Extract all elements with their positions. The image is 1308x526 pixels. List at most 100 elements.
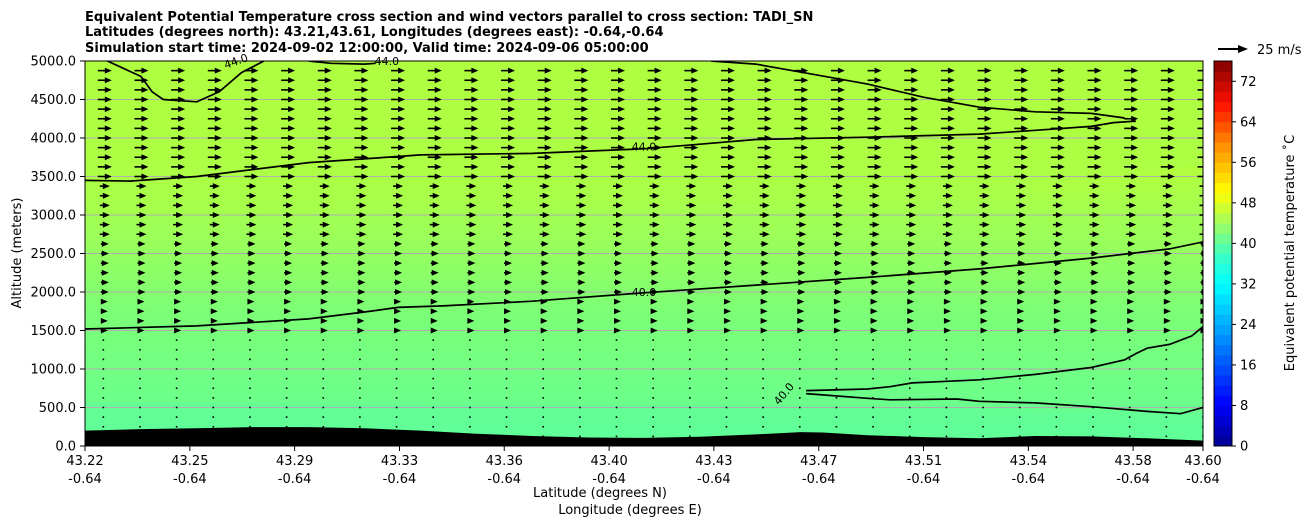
- wind-vector: [867, 96, 882, 103]
- wind-vector: [611, 163, 626, 170]
- wind-vector: [357, 289, 366, 295]
- wind-vector: [503, 231, 514, 238]
- wind-vector: [284, 279, 293, 286]
- wind-vector: [1050, 115, 1065, 122]
- wind-vector: [357, 327, 365, 334]
- wind-vector: [1090, 327, 1098, 334]
- wind-vector: [504, 308, 512, 315]
- wind-vector: [982, 387, 984, 390]
- wind-vector: [1127, 308, 1135, 315]
- wind-vector: [615, 397, 618, 399]
- wind-vector: [614, 327, 622, 334]
- wind-vector: [870, 260, 879, 267]
- wind-vector: [945, 339, 948, 341]
- wind-vector: [317, 77, 332, 84]
- wind-vector: [869, 221, 880, 228]
- wind-vector: [1016, 192, 1027, 199]
- wind-vector: [796, 183, 807, 190]
- y-tick-label: 4000.0: [31, 132, 77, 147]
- wind-vector: [432, 358, 435, 361]
- wind-vector: [1017, 250, 1026, 257]
- wind-vector: [757, 125, 772, 132]
- wind-vector: [867, 67, 882, 74]
- wind-vector: [430, 260, 439, 267]
- wind-vector: [725, 406, 728, 409]
- wind-vector: [798, 425, 801, 428]
- wind-vector: [391, 106, 406, 113]
- wind-vector: [501, 106, 516, 113]
- y-tick-label: 3500.0: [31, 170, 77, 185]
- wind-vector: [870, 327, 878, 334]
- wind-vector: [134, 135, 149, 141]
- wind-vector: [427, 144, 442, 151]
- wind-vector: [940, 135, 955, 141]
- wind-vector: [945, 435, 948, 438]
- wind-vector: [427, 115, 442, 122]
- colorbar-segment: [1214, 263, 1232, 275]
- wind-vector: [943, 240, 952, 247]
- wind-vector: [979, 231, 990, 238]
- wind-vector: [1017, 269, 1026, 276]
- wind-vector: [100, 269, 109, 276]
- wind-vector: [615, 348, 618, 351]
- wind-vector: [907, 327, 915, 334]
- wind-vector: [1055, 358, 1058, 361]
- wind-vector: [284, 240, 293, 247]
- wind-vector: [757, 144, 772, 151]
- wind-vector: [393, 183, 404, 190]
- wind-vector: [1055, 387, 1058, 390]
- colorbar-segment: [1214, 324, 1232, 336]
- wind-vector: [832, 212, 843, 218]
- wind-vector: [540, 289, 549, 295]
- wind-vector: [725, 368, 728, 370]
- wind-vector: [501, 154, 516, 161]
- wind-vector: [1162, 221, 1173, 228]
- wind-vector: [430, 240, 439, 247]
- wind-vector: [1052, 231, 1063, 238]
- wind-vector: [464, 163, 479, 170]
- wind-vector: [357, 260, 366, 267]
- wind-vector: [757, 173, 772, 180]
- wind-vector: [647, 154, 662, 161]
- wind-vector: [722, 183, 733, 190]
- wind-vector: [246, 221, 257, 228]
- wind-vector: [139, 368, 141, 370]
- wind-vector: [982, 397, 984, 399]
- colorbar-segment: [1214, 294, 1232, 305]
- colorbar-segment: [1214, 385, 1232, 396]
- wind-vector: [430, 298, 438, 305]
- wind-vector: [542, 348, 544, 351]
- contour-label: 40.0: [632, 286, 657, 299]
- wind-vector: [285, 425, 288, 428]
- wind-vector: [249, 425, 251, 428]
- wind-vector: [171, 125, 186, 132]
- wind-vector: [464, 154, 479, 161]
- wind-vector: [393, 202, 404, 209]
- wind-vector: [1014, 163, 1029, 170]
- contour-40-main-line: [85, 241, 1203, 330]
- wind-vector: [320, 298, 328, 305]
- wind-vector: [320, 269, 329, 276]
- wind-vector: [501, 67, 516, 74]
- wind-vector: [945, 425, 948, 428]
- wind-vector: [393, 212, 404, 218]
- wind-vector: [99, 192, 110, 199]
- wind-vector: [614, 308, 622, 315]
- wind-vector: [794, 173, 809, 180]
- wind-vector: [722, 221, 733, 228]
- wind-vector: [835, 416, 838, 418]
- wind-vector: [542, 358, 544, 361]
- wind-vector: [614, 240, 623, 247]
- wind-vector: [798, 377, 801, 380]
- wind-vector: [503, 183, 514, 190]
- wind-vector: [505, 416, 508, 418]
- wind-vector: [97, 106, 112, 113]
- colorbar-tick-label: 8: [1240, 399, 1248, 414]
- wind-vector: [1053, 298, 1061, 305]
- wind-vector: [102, 339, 105, 341]
- wind-vector: [173, 183, 184, 190]
- wind-vector: [647, 115, 662, 122]
- wind-vector: [1087, 86, 1102, 93]
- wind-vector: [1165, 368, 1168, 370]
- wind-vector: [908, 358, 911, 361]
